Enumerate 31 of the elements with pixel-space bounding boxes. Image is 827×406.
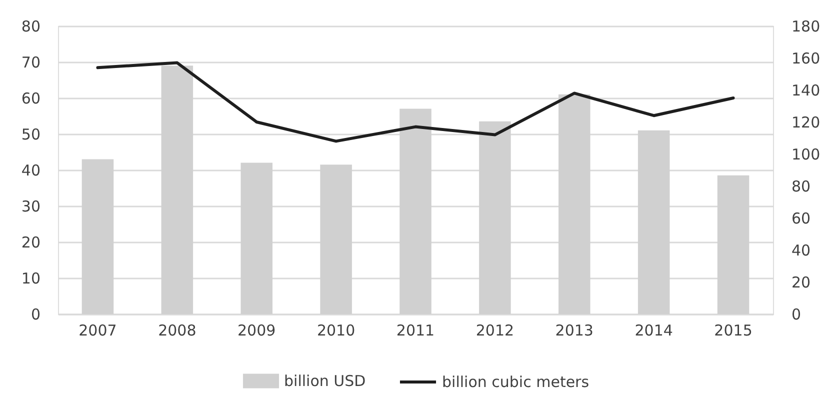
x-tick-label: 2013 bbox=[555, 322, 594, 340]
y-tick-label: 30 bbox=[21, 198, 40, 216]
y-tick-label: 40 bbox=[21, 162, 40, 180]
x-tick-label: 2008 bbox=[158, 322, 196, 340]
y-tick-label: 80 bbox=[21, 18, 40, 36]
legend-label: billion cubic meters bbox=[442, 373, 590, 391]
y-tick-label: 20 bbox=[21, 234, 40, 252]
line-series bbox=[96, 61, 735, 143]
y2-tick-label: 60 bbox=[792, 210, 811, 228]
x-tick-label: 2009 bbox=[238, 322, 276, 340]
y2-tick-label: 160 bbox=[792, 50, 820, 68]
y2-tick-label: 140 bbox=[792, 82, 820, 100]
y2-tick-label: 100 bbox=[792, 146, 820, 164]
y2-tick-label: 180 bbox=[792, 18, 820, 36]
y-tick-label: 0 bbox=[30, 306, 40, 324]
x-tick-label: 2010 bbox=[316, 322, 356, 340]
x-tick-label: 2014 bbox=[634, 322, 673, 340]
y2-tick-label: 20 bbox=[792, 274, 811, 292]
y2-tick-label: 0 bbox=[792, 306, 802, 324]
x-tick-label: 2012 bbox=[476, 322, 514, 340]
y-tick-label: 10 bbox=[21, 270, 40, 288]
y2-tick-label: 80 bbox=[792, 178, 811, 196]
x-tick-label: 2015 bbox=[714, 322, 752, 340]
y2-tick-label: 120 bbox=[792, 114, 820, 132]
legend-label: billion USD bbox=[284, 372, 366, 390]
y-tick-label: 60 bbox=[21, 90, 40, 108]
y2-tick-label: 40 bbox=[792, 242, 811, 260]
y-tick-label: 70 bbox=[21, 54, 40, 72]
x-tick-label: 2011 bbox=[396, 322, 435, 340]
y-tick-label: 50 bbox=[21, 126, 40, 144]
x-tick-label: 2007 bbox=[78, 322, 117, 340]
